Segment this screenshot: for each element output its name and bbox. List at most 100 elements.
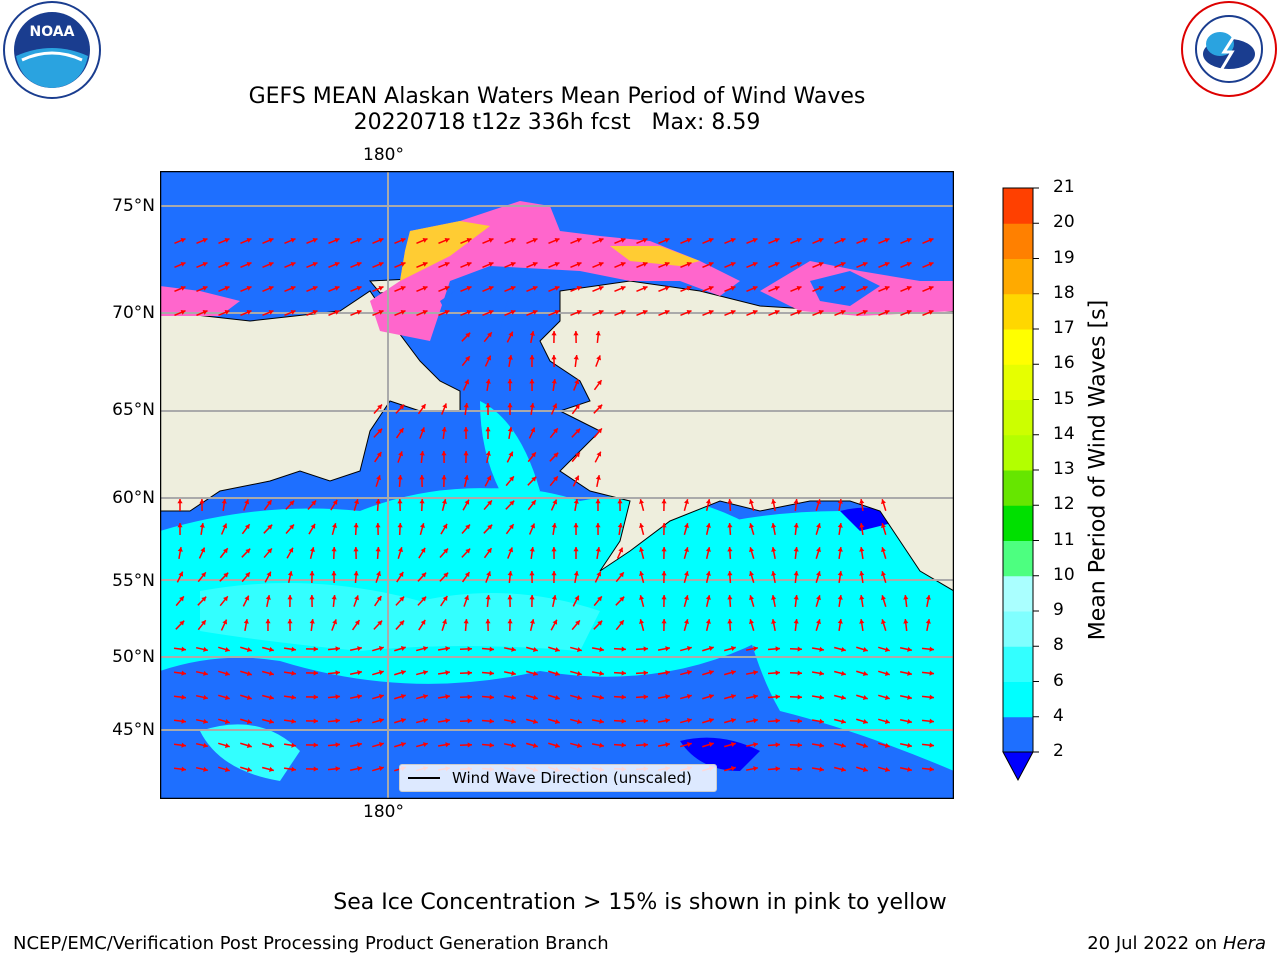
wind-wave-arrowhead [266,500,272,506]
wind-wave-arrowhead [442,523,448,529]
wind-wave-arrowhead [445,670,450,676]
wind-wave-arrowhead [178,571,184,577]
wind-wave-arrowhead [511,718,516,724]
wind-wave-arrowhead [489,670,494,676]
wind-wave-arrowhead [796,237,802,243]
wind-wave-arrowhead [599,694,604,700]
wind-wave-arrowhead [489,718,494,724]
wind-wave-arrowhead [837,571,843,576]
wind-wave-arrowhead [771,547,777,552]
colorbar-tick-label: 21 [1053,177,1075,197]
wind-wave-arrowhead [774,237,780,243]
wind-wave-arrowhead [793,595,799,600]
wind-wave-arrowhead [335,670,340,676]
wind-wave-arrowhead [816,547,821,553]
wind-wave-arrowhead [665,694,670,700]
colorbar-segment [1003,505,1033,541]
wind-wave-arrowhead [665,718,670,724]
wind-wave-arrowhead [619,620,624,626]
wind-wave-arrowhead [265,619,271,624]
wind-wave-arrowhead [771,619,777,624]
wind-wave-arrowhead [203,670,208,676]
wind-wave-arrowhead [771,499,777,504]
wind-wave-arrowhead [532,261,538,267]
wind-wave-arrowhead [180,285,186,291]
wind-wave-arrowhead [511,646,516,652]
wind-wave-arrowhead [400,718,406,723]
wind-wave-arrowhead [268,237,274,243]
wind-wave-arrowhead [906,285,912,291]
wind-wave-arrowhead [554,719,560,724]
wind-wave-arrowhead [621,718,626,724]
wind-wave-arrowhead [551,547,557,552]
wind-wave-arrowhead [224,671,230,676]
wind-wave-arrowhead [510,261,516,267]
sea-ice-overlay [160,201,954,341]
wind-wave-arrowhead [244,595,250,601]
wind-wave-arrowhead [532,742,538,748]
wind-wave-arrowhead [727,619,733,624]
wind-wave-arrowhead [246,671,252,676]
noaa-logo: NOAA [3,1,101,99]
wind-wave-arrowhead [353,523,359,528]
wind-wave-arrowhead [290,261,296,267]
wind-wave-arrowhead [617,523,623,528]
nws-logo [1181,1,1277,97]
wind-wave-arrowhead [841,694,846,700]
wind-wave-arrowhead [576,309,582,315]
wind-wave-arrowhead [442,403,448,409]
wind-wave-arrowhead [775,766,780,772]
wind-wave-arrowhead [246,743,252,748]
wind-wave-arrowhead [686,285,692,291]
colorbar-segment [1003,540,1033,577]
wind-wave-arrowhead [177,547,183,552]
wind-wave-arrowhead [683,571,689,577]
wind-wave-arrowhead [819,670,824,676]
wind-wave-arrowhead [246,719,252,724]
wind-wave-arrowhead [907,670,912,676]
wind-wave-arrowhead [289,524,294,530]
wind-wave-arrowhead [793,523,799,528]
wind-wave-arrowhead [906,309,912,315]
wind-wave-arrowhead [224,743,230,748]
wind-wave-arrowhead [837,499,843,504]
wind-wave-arrowhead [246,261,252,267]
wind-wave-arrowhead [643,670,648,676]
wind-wave-arrowhead [529,331,535,336]
colorbar-tick-label: 14 [1053,423,1075,444]
wind-wave-arrowhead [357,766,362,772]
wind-wave-arrowhead [378,261,384,267]
wind-wave-arrowhead [486,548,492,554]
colorbar-segment [1003,223,1033,259]
wind-wave-arrowhead [554,261,560,267]
wind-wave-arrowhead [928,261,934,267]
wind-wave-arrowhead [508,331,514,337]
wind-wave-arrowhead [397,475,403,480]
wind-wave-arrowhead [862,743,868,748]
wind-wave-arrowhead [532,285,538,291]
wind-wave-arrowhead [928,285,934,291]
wind-wave-arrowhead [599,670,604,676]
wind-wave-arrowhead [793,547,799,552]
wind-wave-arrowhead [420,547,426,553]
lat-label: 50°N [112,647,155,667]
wind-wave-arrowhead [465,524,470,530]
wind-wave-arrowhead [422,670,428,676]
wind-wave-arrowhead [181,646,186,652]
wind-wave-arrowhead [203,742,208,748]
wind-wave-arrowhead [266,571,272,577]
wind-wave-arrowhead [884,695,890,700]
colorbar-segment [1003,293,1033,330]
wind-wave-arrowhead [841,646,846,652]
wind-wave-arrowhead [576,646,582,652]
wind-wave-arrowhead [485,451,491,456]
wind-wave-arrowhead [507,619,513,624]
wind-wave-arrowhead [463,451,469,456]
wind-wave-arrowhead [399,596,405,602]
wind-wave-arrowhead [200,547,206,553]
wind-wave-arrowhead [400,309,406,315]
wind-wave-arrowhead [837,595,843,600]
wind-wave-arrowhead [862,285,868,291]
wind-wave-arrowhead [881,619,886,625]
